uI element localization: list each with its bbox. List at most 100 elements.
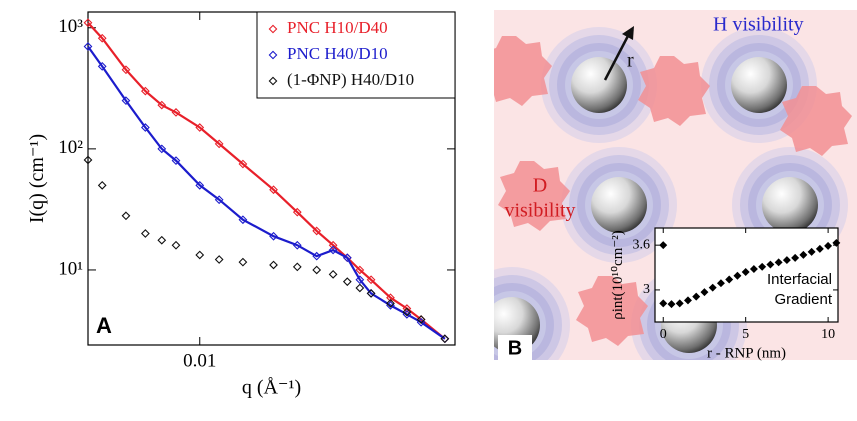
data-point <box>355 275 365 285</box>
data-point <box>238 215 248 225</box>
data-point <box>292 262 302 272</box>
data-point <box>328 240 338 250</box>
data-point <box>83 155 93 165</box>
data-point <box>312 265 322 275</box>
illustration-clip <box>494 26 852 360</box>
data-point <box>791 253 800 262</box>
arrow-head <box>622 26 634 40</box>
annotation: Interfacial <box>767 271 832 288</box>
data-point <box>214 195 224 205</box>
y-tick-label: 3 <box>643 282 650 297</box>
data-point <box>171 156 181 165</box>
fit-line <box>87 22 446 340</box>
data-point <box>366 275 376 285</box>
data-point <box>659 299 668 308</box>
data-point <box>97 180 107 190</box>
x-axis-label: q (Å⁻¹) <box>242 376 301 398</box>
data-point <box>83 18 93 28</box>
panel-label: A <box>96 313 112 338</box>
nanoparticle <box>541 27 657 143</box>
data-point <box>140 123 150 132</box>
data-point <box>758 262 767 271</box>
data-point <box>269 231 278 241</box>
nanoparticle <box>494 267 570 360</box>
data-point <box>140 229 150 238</box>
legend-box <box>256 11 456 99</box>
data-point <box>121 96 131 106</box>
data-point <box>269 185 278 195</box>
data-point <box>342 277 352 287</box>
data-point <box>416 315 426 324</box>
data-point <box>355 265 365 275</box>
y-axis-label: I(q) (cm⁻¹) <box>26 134 48 223</box>
y-axis-label: ρint(10¹⁰cm⁻²) <box>610 230 626 320</box>
data-point <box>366 289 376 298</box>
x-tick-label: 5 <box>742 327 749 342</box>
data-point <box>692 292 701 301</box>
legend-label: (1-ΦNP) H40/D10 <box>287 70 414 89</box>
data-point <box>774 258 783 267</box>
data-point <box>328 269 338 279</box>
data-point <box>659 241 668 250</box>
data-point <box>121 211 131 221</box>
data-point <box>342 253 352 263</box>
data-point <box>725 275 734 284</box>
data-point <box>312 226 322 236</box>
y-tick-label: 10¹ <box>58 258 83 279</box>
data-point <box>741 268 750 276</box>
h-label: H visibility <box>713 14 804 36</box>
y-tick-label: 10³ <box>58 16 83 37</box>
data-point <box>402 304 412 313</box>
legend-marker <box>268 24 278 34</box>
data-point <box>716 279 725 288</box>
annotation: Gradient <box>774 291 832 308</box>
data-point <box>97 33 107 43</box>
data-point <box>195 250 205 260</box>
data-point <box>292 240 302 250</box>
x-tick-label: 10 <box>821 327 835 342</box>
illustration: r H visibility D visibility B <box>494 10 857 361</box>
data-point <box>675 299 684 308</box>
x-tick-label: 0.01 <box>183 350 216 371</box>
data-point <box>440 334 450 344</box>
data-point <box>355 283 365 293</box>
data-point <box>292 207 302 217</box>
data-point <box>832 238 841 247</box>
data-point <box>214 255 224 264</box>
data-point <box>171 240 181 250</box>
radius-arrow <box>603 31 632 81</box>
data-point <box>121 65 131 75</box>
chart: 0 5 10 3 3.6 r - RNP (nm) ρint(10¹⁰cm⁻²) Interf… <box>610 227 841 362</box>
data-point <box>386 298 395 308</box>
data-point <box>824 241 833 250</box>
data-point <box>402 307 412 317</box>
x-tick-label: 0 <box>660 327 667 342</box>
x-axis-label: r - RNP (nm) <box>707 346 786 362</box>
data-point <box>807 247 816 256</box>
panel-label-box <box>498 335 532 361</box>
data-point <box>157 100 167 110</box>
r-label: r <box>627 50 634 72</box>
data-point <box>782 256 791 265</box>
data-point <box>799 250 808 259</box>
data-point <box>733 271 742 280</box>
d-label: visibility <box>504 200 575 222</box>
data-point <box>140 86 150 96</box>
legend-label: PNC H40/D10 <box>287 44 388 63</box>
data-point <box>815 244 824 253</box>
panel-label: B <box>508 337 522 359</box>
y-tick-label: 10² <box>58 137 83 158</box>
data-point <box>708 283 717 292</box>
chart: 0.01 10¹ 10² 10³ q (Å⁻¹) I(q) (cm⁻¹) PNC H10/D… <box>26 11 456 398</box>
legend-marker <box>268 76 278 86</box>
legend-label: PNC H10/D40 <box>287 18 388 37</box>
data-point <box>749 265 758 274</box>
data-point <box>195 123 205 132</box>
data-point <box>195 180 205 190</box>
data-point <box>269 260 278 270</box>
d-label: D <box>533 175 547 197</box>
data-point <box>667 300 676 309</box>
data-point <box>312 251 322 261</box>
data-point <box>238 159 248 169</box>
